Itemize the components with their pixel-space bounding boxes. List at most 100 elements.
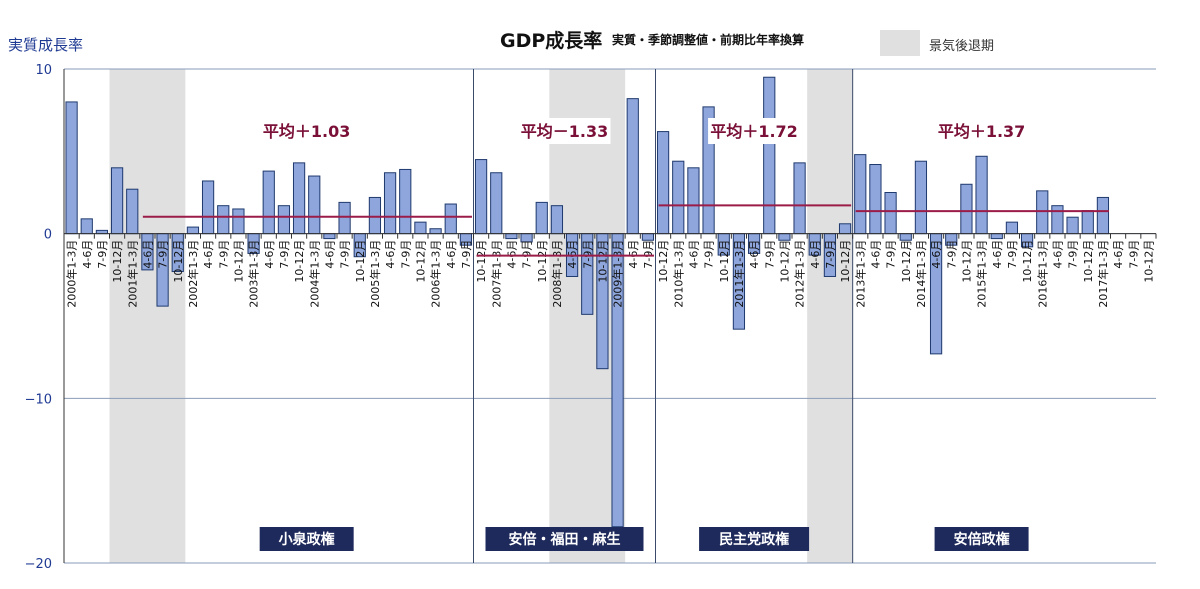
y-tick-label: −20 xyxy=(25,557,52,572)
era-average-label-bg xyxy=(935,118,1028,144)
bar xyxy=(1051,205,1064,235)
x-tick-label: 2012年1-3月 xyxy=(793,240,807,308)
x-tick-label: 7-9月 xyxy=(763,240,776,269)
x-tick-label: 2017年1-3月 xyxy=(1096,240,1110,308)
bar xyxy=(505,233,518,240)
y-tick-label: −10 xyxy=(25,392,52,407)
x-tick-label: 10-12月 xyxy=(475,240,488,283)
x-tick-label: 7-9月 xyxy=(217,240,230,269)
chart-subtitle: 実質・季節調整値・前期比年率換算 xyxy=(612,33,805,47)
x-tick-label: 4-6月 xyxy=(930,240,943,269)
x-tick-label: 4-6月 xyxy=(1051,240,1064,269)
bar xyxy=(323,233,336,240)
bar xyxy=(338,201,351,235)
x-tick-label: 4-6月 xyxy=(384,240,397,269)
x-tick-label: 4-6月 xyxy=(202,240,215,269)
x-tick-label: 10-12月 xyxy=(657,240,670,283)
bar xyxy=(778,233,791,241)
x-tick-label: 4-6月 xyxy=(141,240,154,269)
era-average-label-bg xyxy=(708,118,801,144)
x-tick-label: 4-6月 xyxy=(505,240,518,269)
x-tick-label: 7-9月 xyxy=(157,240,170,269)
bar xyxy=(990,233,1003,240)
x-tick-label: 4-6月 xyxy=(323,240,336,269)
bar xyxy=(65,101,78,235)
bar xyxy=(641,233,655,241)
x-tick-label: 10-12月 xyxy=(232,240,245,283)
bar xyxy=(914,160,928,235)
x-tick-label: 7-9月 xyxy=(399,240,412,269)
bar xyxy=(656,131,670,235)
bar xyxy=(535,201,548,235)
x-tick-label: 7-9月 xyxy=(278,240,291,269)
x-tick-label: 4-6月 xyxy=(263,240,276,269)
y-axis-title: 実質成長率 xyxy=(8,36,84,54)
x-tick-label: 2010年1-3月 xyxy=(671,240,685,308)
x-tick-label: 7-9月 xyxy=(945,240,958,269)
era-label-bg xyxy=(934,527,1029,551)
era-average-label: 平均＋1.37 xyxy=(938,122,1025,141)
x-tick-label: 2011年1-3月 xyxy=(732,240,746,308)
bar xyxy=(277,205,291,235)
bar xyxy=(414,221,427,235)
x-tick-label: 10-12月 xyxy=(960,240,973,283)
x-tick-label: 4-6月 xyxy=(81,240,94,269)
x-tick-label: 4-6月 xyxy=(1112,240,1125,269)
bar xyxy=(308,175,321,235)
x-tick-label: 2005年1-3月 xyxy=(368,240,382,308)
x-tick-label: 7-9月 xyxy=(339,240,352,269)
x-tick-label: 4-6月 xyxy=(809,240,822,269)
x-tick-label: 4-6月 xyxy=(627,240,640,269)
bar xyxy=(80,218,93,235)
x-tick-label: 10-12月 xyxy=(1142,240,1155,283)
bar xyxy=(763,76,776,235)
x-tick-label: 10-12月 xyxy=(536,240,549,283)
legend-label-recession: 景気後退期 xyxy=(929,39,995,54)
recession-shade xyxy=(109,69,186,563)
x-tick-label: 10-12月 xyxy=(778,240,791,283)
bar xyxy=(687,167,700,235)
recession-shade xyxy=(807,69,853,563)
x-tick-label: 7-9月 xyxy=(1067,240,1080,269)
era-label: 安倍政権 xyxy=(954,531,1010,548)
x-tick-label: 2006年1-3月 xyxy=(429,240,443,308)
bar xyxy=(399,168,412,235)
x-tick-label: 10-12月 xyxy=(354,240,367,283)
bar xyxy=(1005,221,1019,235)
x-tick-label: 2015年1-3月 xyxy=(975,240,989,308)
x-tick-label: 2014年1-3月 xyxy=(914,240,928,308)
x-tick-label: 4-6月 xyxy=(687,240,700,269)
era-label: 小泉政権 xyxy=(279,531,335,548)
bar xyxy=(474,159,488,235)
x-tick-label: 10-12月 xyxy=(839,240,852,283)
x-tick-label: 7-9月 xyxy=(581,240,594,269)
era-label-bg xyxy=(485,527,644,551)
x-tick-label: 2013年1-3月 xyxy=(853,240,867,308)
x-tick-label: 2002年1-3月 xyxy=(186,240,200,308)
bar xyxy=(975,155,988,235)
x-tick-label: 10-12月 xyxy=(596,240,609,283)
era-label-bg xyxy=(699,527,810,551)
bar xyxy=(960,183,973,235)
y-tick-label: 0 xyxy=(44,228,52,243)
bar xyxy=(232,208,245,235)
bar xyxy=(186,226,200,235)
x-tick-label: 2007年1-3月 xyxy=(489,240,503,308)
x-tick-label: 2009年1-3月 xyxy=(611,240,625,308)
bar xyxy=(672,160,685,235)
x-tick-label: 7-9月 xyxy=(96,240,109,269)
legend-swatch-recession xyxy=(880,30,920,56)
x-tick-label: 4-6月 xyxy=(869,240,882,269)
bar xyxy=(1066,216,1079,235)
bar xyxy=(1081,210,1094,235)
bar xyxy=(292,162,306,235)
x-tick-label: 2001年1-3月 xyxy=(125,240,139,308)
bar xyxy=(626,98,639,235)
x-tick-label: 2008年1-3月 xyxy=(550,240,564,308)
x-tick-label: 2016年1-3月 xyxy=(1035,240,1049,308)
bar xyxy=(838,223,852,235)
bar xyxy=(217,205,230,235)
bar xyxy=(869,164,882,235)
bar xyxy=(383,172,397,235)
